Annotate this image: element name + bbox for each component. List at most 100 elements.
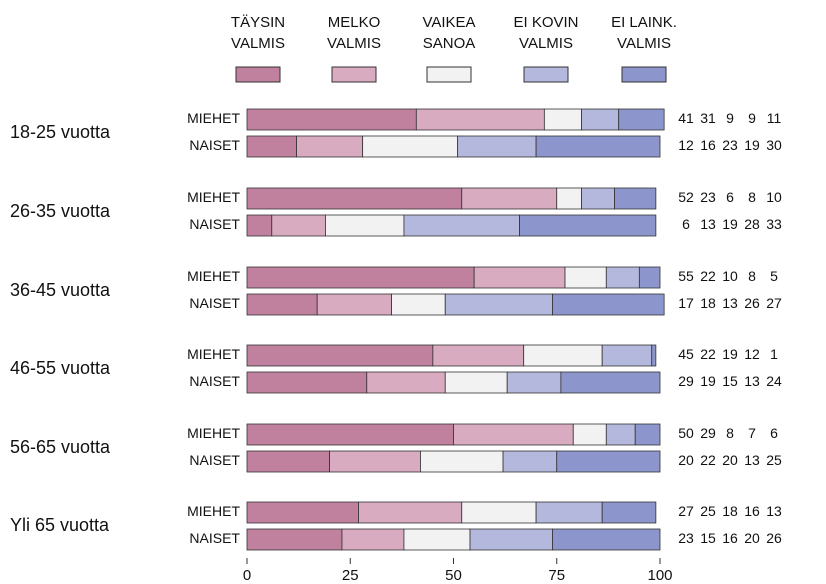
value-label: 23 xyxy=(700,189,716,205)
bar-segment xyxy=(457,135,537,158)
row-label: MIEHET xyxy=(187,503,240,519)
bar-segment xyxy=(432,344,525,367)
value-label: 19 xyxy=(722,216,738,232)
group-label: Yli 65 vuotta xyxy=(10,515,110,535)
bar-segment xyxy=(246,293,318,316)
bar-segment xyxy=(246,371,368,394)
value-label: 6 xyxy=(726,189,734,205)
bar-segment xyxy=(651,344,657,367)
bar-segment xyxy=(415,108,545,131)
value-label: 13 xyxy=(744,373,760,389)
bar-segment xyxy=(366,371,446,394)
bar-segment xyxy=(271,214,326,237)
value-label: 28 xyxy=(744,216,760,232)
bar-segment xyxy=(601,501,657,524)
bar-segment xyxy=(552,528,661,551)
row-label: NAISET xyxy=(189,373,240,389)
row-label: MIEHET xyxy=(187,425,240,441)
value-label: 16 xyxy=(722,530,738,546)
bar-segment xyxy=(581,108,620,131)
value-label: 29 xyxy=(700,425,716,441)
row-label: NAISET xyxy=(189,216,240,232)
value-label: 25 xyxy=(700,503,716,519)
value-label: 13 xyxy=(766,503,782,519)
value-label: 13 xyxy=(744,452,760,468)
value-label: 1 xyxy=(770,346,778,362)
value-label: 24 xyxy=(766,373,782,389)
value-label: 27 xyxy=(678,503,694,519)
value-label: 29 xyxy=(678,373,694,389)
bar-segment xyxy=(246,108,417,131)
legend-label: EI KOVIN VALMIS xyxy=(513,14,579,52)
group-label: 18-25 vuotta xyxy=(10,122,111,142)
row-label: NAISET xyxy=(189,295,240,311)
legend-label: VAIKEA SANOA xyxy=(422,14,476,52)
bar-segment xyxy=(506,371,562,394)
legend-swatch xyxy=(426,66,472,83)
bar-segment xyxy=(473,266,566,289)
bar-segment xyxy=(246,423,454,446)
value-label: 16 xyxy=(700,137,716,153)
value-label: 15 xyxy=(722,373,738,389)
value-label: 27 xyxy=(766,295,782,311)
legend-swatch xyxy=(621,66,667,83)
value-label: 13 xyxy=(722,295,738,311)
group-label: 46-55 vuotta xyxy=(10,358,111,378)
value-label: 20 xyxy=(722,452,738,468)
bar-segment xyxy=(362,135,459,158)
bar-segment xyxy=(469,528,554,551)
bar-segment xyxy=(502,450,558,473)
value-label: 18 xyxy=(700,295,716,311)
value-label: 11 xyxy=(767,110,782,126)
value-label: 19 xyxy=(744,137,760,153)
value-label: 15 xyxy=(700,530,716,546)
value-label: 33 xyxy=(766,216,782,232)
bar-segment xyxy=(403,528,471,551)
value-label: 6 xyxy=(770,425,778,441)
value-label: 50 xyxy=(678,425,694,441)
value-label: 22 xyxy=(700,452,716,468)
bar-segment xyxy=(246,450,330,473)
value-label: 19 xyxy=(700,373,716,389)
value-label: 22 xyxy=(700,346,716,362)
bar-segment xyxy=(535,501,603,524)
bar-segment xyxy=(296,135,364,158)
bar-segment xyxy=(556,450,661,473)
value-label: 12 xyxy=(744,346,760,362)
bar-segment xyxy=(634,423,661,446)
bar-segment xyxy=(556,187,582,210)
legend-label: TÄYSIN VALMIS xyxy=(230,14,286,52)
group-label: 36-45 vuotta xyxy=(10,280,111,300)
bar-segment xyxy=(246,187,463,210)
bar-segment xyxy=(341,528,405,551)
value-label: 41 xyxy=(678,110,694,126)
x-tick-label: 0 xyxy=(243,567,251,584)
value-label: 18 xyxy=(722,503,738,519)
group-label: 56-65 vuotta xyxy=(10,437,111,457)
bar-segment xyxy=(316,293,392,316)
value-label: 55 xyxy=(678,268,694,284)
legend-label: EI LAINK. VALMIS xyxy=(611,14,677,52)
value-label: 52 xyxy=(678,189,694,205)
bar-segment xyxy=(329,450,421,473)
bar-segment xyxy=(564,266,607,289)
value-label: 22 xyxy=(700,268,716,284)
bar-segment xyxy=(535,135,661,158)
bar-segment xyxy=(581,187,615,210)
value-label: 8 xyxy=(748,189,756,205)
value-label: 25 xyxy=(766,452,782,468)
value-label: 23 xyxy=(722,137,738,153)
legend-swatch xyxy=(331,66,377,83)
value-label: 6 xyxy=(682,216,690,232)
legend-swatch xyxy=(235,66,281,83)
value-label: 23 xyxy=(678,530,694,546)
value-label: 30 xyxy=(766,137,782,153)
bar-segment xyxy=(461,501,537,524)
bar-segment xyxy=(391,293,446,316)
value-label: 31 xyxy=(700,110,716,126)
value-label: 19 xyxy=(722,346,738,362)
value-label: 8 xyxy=(726,425,734,441)
bar-segment xyxy=(246,214,273,237)
